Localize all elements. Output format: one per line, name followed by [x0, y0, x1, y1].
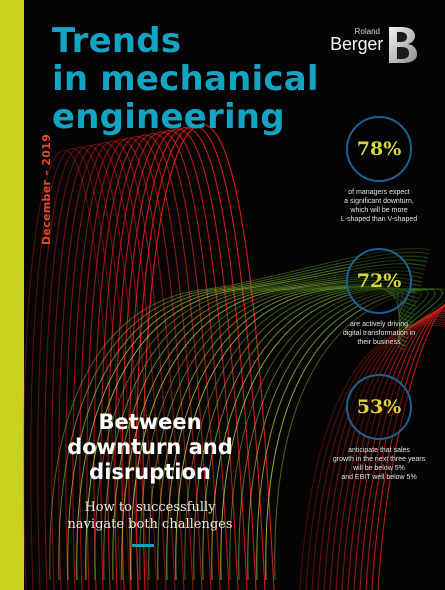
accent-rule: [132, 544, 154, 547]
stat-text-line: growth in the next three years: [332, 456, 426, 463]
stat-text-line: which will be more: [350, 207, 408, 214]
stat-value: 53%: [356, 396, 402, 418]
stat-description: anticipate that sales growth in the next…: [320, 446, 438, 482]
stat-item: 53% anticipate that sales growth in the …: [320, 374, 438, 482]
subhead-line: disruption: [89, 460, 211, 484]
subhead-line: downturn and: [67, 435, 233, 459]
stat-text-line: and EBIT well below 5%: [341, 474, 417, 481]
cover-title-line-1: Trends: [52, 21, 182, 61]
stat-ring: 72%: [346, 248, 412, 314]
stat-text-line: are actively driving: [350, 321, 408, 328]
stat-text-line: digital transformation in: [342, 330, 416, 337]
stat-value: 78%: [356, 138, 402, 160]
subhead-line: Between: [98, 410, 202, 434]
stat-item: 78% of managers expect a significant dow…: [320, 116, 438, 224]
roland-berger-logo: Roland Berger: [330, 26, 418, 64]
stat-text-line: of managers expect: [348, 189, 410, 196]
cover-subhead: Between downturn and disruption: [52, 410, 248, 485]
tagline-line: navigate both challenges: [67, 517, 233, 532]
stat-description: are actively driving digital transformat…: [320, 320, 438, 347]
cover-title-line-3: engineering: [52, 97, 285, 137]
sidebar-accent-bar: [0, 0, 24, 590]
stat-ring: 53%: [346, 374, 412, 440]
stat-value: 72%: [356, 270, 402, 292]
stat-text-line: will be below 5%: [353, 465, 405, 472]
stat-text-line: a significant downturn,: [344, 198, 414, 205]
stat-description: of managers expect a significant downtur…: [320, 188, 438, 224]
tagline-line: How to successfully: [84, 500, 216, 515]
stat-text-line: their business: [357, 339, 401, 346]
logo-text-small: Roland: [354, 27, 380, 36]
logo-text-main: Berger: [330, 34, 383, 54]
logo-b-mark-icon: [389, 27, 417, 63]
stat-ring: 78%: [346, 116, 412, 182]
stat-text-line: anticipate that sales: [348, 447, 410, 454]
stat-text-line: L-shaped than V-shaped: [340, 216, 418, 223]
cover-title-line-2: in mechanical: [52, 59, 319, 99]
stat-item: 72% are actively driving digital transfo…: [320, 248, 438, 347]
cover-tagline: How to successfully navigate both challe…: [52, 499, 248, 533]
cover-title: Trends in mechanical engineering: [52, 22, 319, 136]
issue-date: December – 2019: [40, 133, 53, 245]
